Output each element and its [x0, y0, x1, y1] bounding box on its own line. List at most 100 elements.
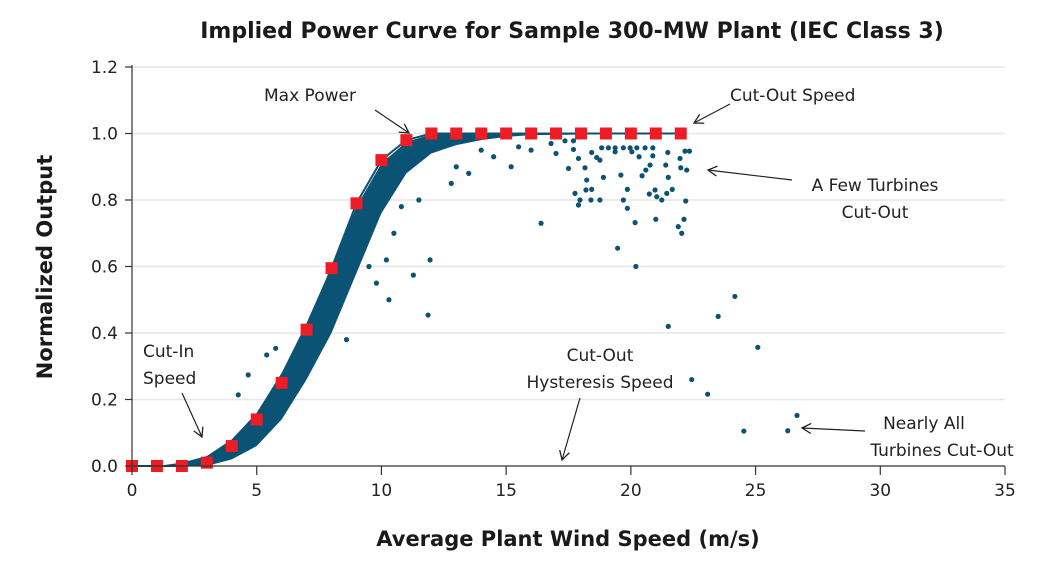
scatter-point: [643, 167, 649, 173]
scatter-point: [715, 313, 721, 319]
scatter-point: [669, 186, 675, 192]
scatter-point: [453, 164, 459, 170]
scatter-point: [416, 197, 422, 203]
scatter-point: [343, 337, 350, 343]
scatter-point: [647, 162, 653, 168]
scatter-point: [599, 145, 605, 151]
scatter-point: [679, 230, 685, 236]
scatter-point: [583, 187, 589, 193]
scatter-point: [627, 145, 633, 151]
scatter-point: [620, 145, 626, 151]
scatter-point: [642, 145, 648, 151]
scatter-point: [600, 174, 607, 180]
arrow-max-power: [374, 109, 411, 134]
annotation-max-power: Max Power: [264, 86, 356, 106]
scatter-point: [646, 191, 652, 197]
scatter-point: [508, 164, 514, 170]
scatter-point: [794, 412, 800, 419]
scatter-point: [615, 245, 621, 251]
scatter-point: [732, 293, 738, 300]
scatter-point: [755, 344, 761, 350]
scatter-point: [677, 155, 683, 162]
annotation-nearly-all-1: Nearly All: [883, 414, 965, 434]
power-curve-marker: [674, 127, 687, 140]
scatter-point: [565, 165, 572, 172]
scatter-point: [597, 197, 603, 203]
scatter-point: [516, 144, 522, 150]
scatter-point: [678, 165, 684, 171]
annotation-cut-in-1: Cut-In: [143, 342, 194, 362]
scatter-point: [636, 154, 642, 160]
power-curve-marker: [450, 127, 463, 140]
scatter-point: [528, 147, 534, 153]
scatter-point: [584, 177, 590, 183]
scatter-point: [634, 145, 640, 151]
arrow-nearly-all: [800, 422, 866, 434]
arrow-hysteresis: [559, 397, 581, 462]
scatter-point: [410, 272, 416, 278]
scatter-point: [589, 186, 595, 192]
arrow-cut-out-speed: [692, 103, 731, 124]
scatter-point: [386, 297, 392, 303]
power-curve-marker: [525, 127, 538, 140]
y-tick-label: 1.2: [91, 58, 118, 78]
scatter-point: [588, 197, 594, 203]
arrow-cut-in: [181, 392, 204, 439]
scatter-point: [705, 391, 711, 397]
power-curve-marker: [425, 127, 438, 140]
scatter-point: [245, 372, 251, 378]
scatter-point: [650, 153, 656, 159]
x-tick-label: 25: [745, 481, 767, 501]
scatter-point: [582, 165, 588, 171]
y-tick-label: 0.0: [91, 457, 118, 477]
scatter-point: [633, 263, 639, 270]
scatter-point: [575, 202, 582, 208]
x-tick-label: 15: [495, 481, 517, 501]
scatter-point: [589, 149, 595, 156]
scatter-point: [663, 162, 669, 168]
scatter-point: [273, 345, 279, 351]
scatter-point: [570, 146, 577, 153]
power-curve-marker: [500, 127, 513, 140]
scatter-point: [681, 216, 687, 222]
annotation-few-turbines-2: Cut-Out: [842, 203, 909, 223]
power-curve-marker: [300, 323, 313, 336]
power-curve-marker: [550, 127, 563, 140]
scatter-point: [366, 263, 372, 270]
scatter-point: [398, 204, 404, 210]
power-curve-marker: [250, 413, 263, 426]
scatter-point: [741, 428, 747, 434]
scatter-point: [427, 257, 433, 263]
scatter-point: [264, 352, 270, 358]
x-tick-label: 5: [251, 481, 262, 501]
scatter-point: [665, 323, 671, 329]
scatter-point: [383, 257, 390, 263]
scatter-point: [659, 197, 665, 203]
power-curve-marker: [574, 127, 587, 140]
scatter-point: [373, 280, 380, 286]
power-curve-marker: [400, 134, 413, 147]
scatter-point: [686, 148, 693, 154]
scatter-point: [684, 167, 690, 173]
scatter-point: [683, 198, 689, 204]
scatter-point: [612, 145, 618, 151]
scatter-point: [665, 174, 671, 180]
scatter-point: [466, 170, 472, 176]
scatter-point: [785, 428, 791, 434]
power-curve-marker: [375, 154, 388, 167]
scatter-point: [632, 220, 638, 226]
scatter-point: [478, 147, 484, 153]
y-tick-label: 0.6: [91, 258, 118, 278]
scatter-point: [570, 138, 577, 144]
annotation-hysteresis-2: Hysteresis Speed: [526, 373, 673, 393]
x-tick-label: 20: [620, 481, 642, 501]
scatter-point: [597, 157, 603, 163]
power-curve-marker: [475, 127, 488, 140]
scatter-point: [654, 194, 660, 200]
scatter-point: [639, 173, 645, 179]
scatter-point: [572, 190, 578, 196]
annotation-hysteresis-1: Cut-Out: [567, 346, 634, 366]
scatter-point: [665, 149, 671, 156]
y-tick-label: 0.4: [91, 324, 118, 344]
